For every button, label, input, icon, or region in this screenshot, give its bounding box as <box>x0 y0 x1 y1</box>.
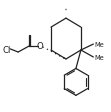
Text: Me: Me <box>94 41 104 47</box>
Text: Cl: Cl <box>3 45 11 54</box>
Text: Me: Me <box>94 55 104 61</box>
Text: O: O <box>37 42 43 51</box>
